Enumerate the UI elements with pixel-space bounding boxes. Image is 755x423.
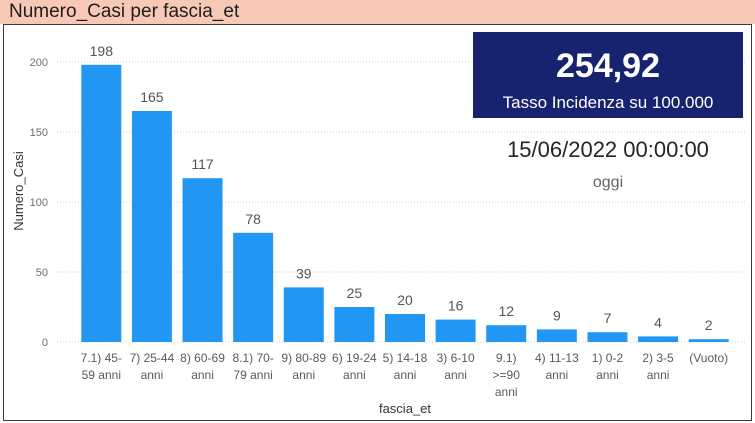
data-label-6: 25 <box>347 285 363 301</box>
bar-11[interactable] <box>587 332 628 342</box>
data-label-9: 12 <box>498 303 514 319</box>
bar-7[interactable] <box>385 314 425 342</box>
x-tick-label-11: 1) 0-2 anni <box>591 351 624 382</box>
x-tick-label-6: 6) 19-24 anni <box>332 351 377 382</box>
data-label-12: 4 <box>654 314 662 330</box>
data-label-1: 198 <box>90 43 114 59</box>
x-tick-label-13: (Vuoto) <box>689 351 729 365</box>
kpi-label: Tasso Incidenza su 100.000 <box>502 93 714 112</box>
data-label-11: 7 <box>604 310 612 326</box>
x-tick-label-3: 8) 60-69 anni <box>180 351 225 382</box>
y-tick-label-150: 150 <box>30 127 48 139</box>
data-label-10: 9 <box>553 307 561 323</box>
bar-3[interactable] <box>182 178 223 342</box>
y-tick-label-200: 200 <box>30 57 48 69</box>
data-label-2: 165 <box>140 89 164 105</box>
y-axis-title: Numero_Casi <box>11 151 26 231</box>
x-tick-label-9: 9.1) >=90 anni <box>492 351 520 399</box>
date-card: 15/06/2022 00:00:00 oggi <box>473 132 743 198</box>
x-tick-label-5: 9) 80-89 anni <box>281 351 327 382</box>
x-axis-title: fascia_et <box>379 401 431 416</box>
x-tick-label-4: 8.1) 70-79 anni <box>232 351 274 382</box>
bar-1[interactable] <box>81 64 122 343</box>
bar-4[interactable] <box>233 232 274 342</box>
data-label-5: 39 <box>296 265 312 281</box>
data-label-7: 20 <box>397 292 413 308</box>
data-label-13: 2 <box>705 317 713 333</box>
x-tick-label-7: 5) 14-18 anni <box>382 351 428 382</box>
bar-5[interactable] <box>283 287 324 342</box>
visual-title: Numero_Casi per fascia_et <box>9 1 240 22</box>
date-value: 15/06/2022 00:00:00 <box>507 137 709 162</box>
data-label-3: 117 <box>191 156 214 172</box>
data-labels: 198 165 117 78 39 25 20 16 12 9 7 4 2 <box>90 43 713 333</box>
y-tick-label-50: 50 <box>36 267 48 279</box>
visual-title-bar: Numero_Casi per fascia_et <box>0 0 755 24</box>
kpi-card: 254,92 Tasso Incidenza su 100.000 <box>473 32 743 118</box>
data-label-8: 16 <box>448 298 464 314</box>
bar-6[interactable] <box>334 307 375 342</box>
bar-9[interactable] <box>486 325 527 342</box>
x-tick-label-12: 2) 3-5 anni <box>642 351 674 382</box>
x-tick-label-2: 7) 25-44 anni <box>129 351 175 382</box>
bar-8[interactable] <box>435 319 476 342</box>
y-axis-tick-labels: 0 50 100 150 200 <box>30 57 48 349</box>
x-tick-label-10: 4) 11-13 anni <box>534 351 579 382</box>
bar-2[interactable] <box>131 111 172 342</box>
bar-series <box>81 64 729 343</box>
x-tick-label-8: 3) 6-10 anni <box>436 351 475 382</box>
date-label: oggi <box>592 174 624 191</box>
bar-10[interactable] <box>536 329 577 342</box>
y-tick-label-0: 0 <box>42 337 48 349</box>
y-tick-label-100: 100 <box>30 197 48 209</box>
kpi-value: 254,92 <box>556 47 660 85</box>
data-label-4: 78 <box>245 211 261 227</box>
bar-12[interactable] <box>638 336 679 342</box>
bar-13[interactable] <box>688 339 729 342</box>
x-tick-label-1: 7.1) 45-59 anni <box>80 351 122 382</box>
visual-frame <box>3 24 752 421</box>
